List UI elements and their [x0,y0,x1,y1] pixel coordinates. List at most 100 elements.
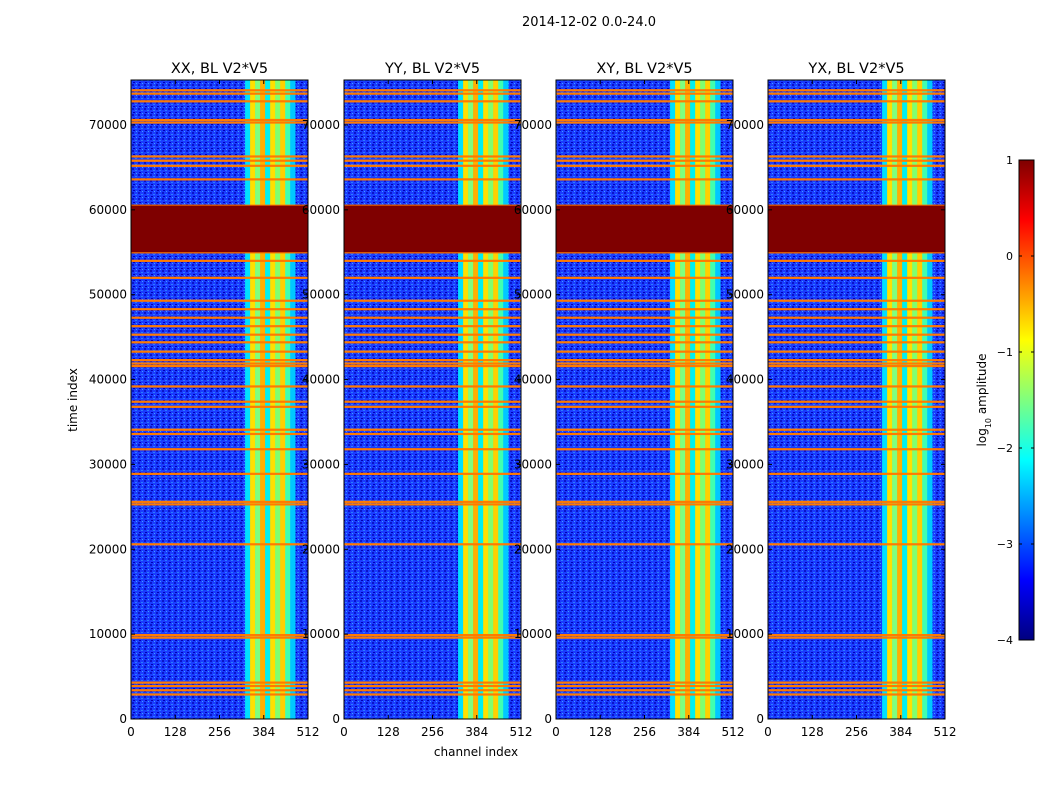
flagged-row [556,308,733,311]
flagged-row [556,636,733,639]
flagged-row [556,543,733,546]
flagged-row [344,448,521,451]
y-tick-label: 50000 [514,288,552,302]
y-tick-label: 20000 [302,542,340,556]
bright-channel-column [270,80,276,719]
flagged-row [556,100,733,103]
bright-channel-column [680,80,686,719]
bright-channel-column [922,80,928,719]
flagged-row [768,92,945,95]
flagged-row [556,400,733,403]
flagged-row [131,693,308,696]
y-tick-label: 50000 [89,288,127,302]
y-tick-label: 60000 [89,203,127,217]
bright-channel-column [493,80,499,719]
flagged-row [344,684,521,688]
panel-title: XX, BL V2*V5 [171,61,268,77]
panels-group: XX, BL V2*V5 0 128 256 384 512 0 10000 20000 3000… [89,61,957,739]
flagged-row [556,503,733,506]
flagged-row [556,259,733,262]
bright-channel-column [715,80,721,719]
flagged-row [344,681,521,684]
flagged-row [131,684,308,688]
flagged-row [131,681,308,684]
bright-channel-column [483,80,489,719]
x-tick-label: 512 [297,725,320,739]
flagged-row [768,178,945,181]
flagged-row [556,684,733,688]
flagged-row [131,159,308,162]
flagged-row [131,308,308,311]
flagged-row [131,400,308,403]
x-tick-label: 512 [510,725,533,739]
flagged-row [344,164,521,167]
bright-channel-column [690,80,696,719]
y-tick-label: 50000 [726,288,764,302]
flagged-row [131,689,308,692]
flagged-row [768,636,945,639]
flagged-row [131,276,308,279]
flagged-row [768,472,945,475]
flagged-row [344,155,521,158]
flagged-row [344,350,521,353]
colorbar-gradient [1018,159,1035,641]
x-tick-label: 512 [722,725,745,739]
flagged-row [344,364,521,368]
flagged-row [131,543,308,546]
y-axis-label: time index [66,368,80,432]
flagged-row [344,633,521,637]
flagged-row [768,276,945,279]
flagged-row [556,500,733,503]
flagged-row [556,432,733,436]
y-tick-label: 0 [756,712,764,726]
flagged-row [344,276,521,279]
flagged-row [768,308,945,311]
bright-channel-column [927,80,933,719]
y-tick-label: 40000 [514,373,552,387]
flagged-row [131,341,308,344]
flagged-row [556,121,733,124]
flagged-row [131,636,308,639]
flagged-row [556,316,733,319]
flagged-row [131,155,308,158]
flagged-row [768,164,945,167]
flagged-row [768,364,945,368]
flagged-row [131,359,308,362]
flagged-row [556,362,733,365]
flagged-row [768,400,945,403]
y-tick-label: 50000 [302,288,340,302]
heatmap-panel: XX, BL V2*V5 0 128 256 384 512 0 10000 20000 3000… [89,61,320,739]
x-tick-label: 256 [845,725,868,739]
flagged-row [344,259,521,262]
bright-channel-column [250,80,256,719]
flagged-row [131,121,308,124]
flagged-row [768,359,945,362]
flagged-row [768,100,945,103]
saturated-block [131,205,308,253]
flagged-row [556,276,733,279]
flagged-row [344,362,521,365]
flagged-row [768,350,945,353]
flagged-row [768,405,945,408]
bright-channel-column [907,80,913,719]
colorbar-tick-label: 0 [1006,250,1013,263]
colorbar-tick-label: −3 [997,538,1013,551]
flagged-row [344,405,521,408]
y-tick-label: 20000 [726,542,764,556]
flagged-row [344,359,521,362]
x-tick-label: 128 [164,725,187,739]
flagged-row [768,316,945,319]
bright-channel-column [265,80,271,719]
x-tick-label: 384 [677,725,700,739]
bright-channel-column [468,80,474,719]
x-tick-label: 256 [421,725,444,739]
flagged-row [131,316,308,319]
flagged-row [344,316,521,319]
y-tick-label: 60000 [514,203,552,217]
y-tick-label: 60000 [726,203,764,217]
flagged-row [131,251,308,254]
flagged-row [344,636,521,639]
flagged-row [344,693,521,696]
flagged-row [344,100,521,103]
flagged-row [131,448,308,451]
